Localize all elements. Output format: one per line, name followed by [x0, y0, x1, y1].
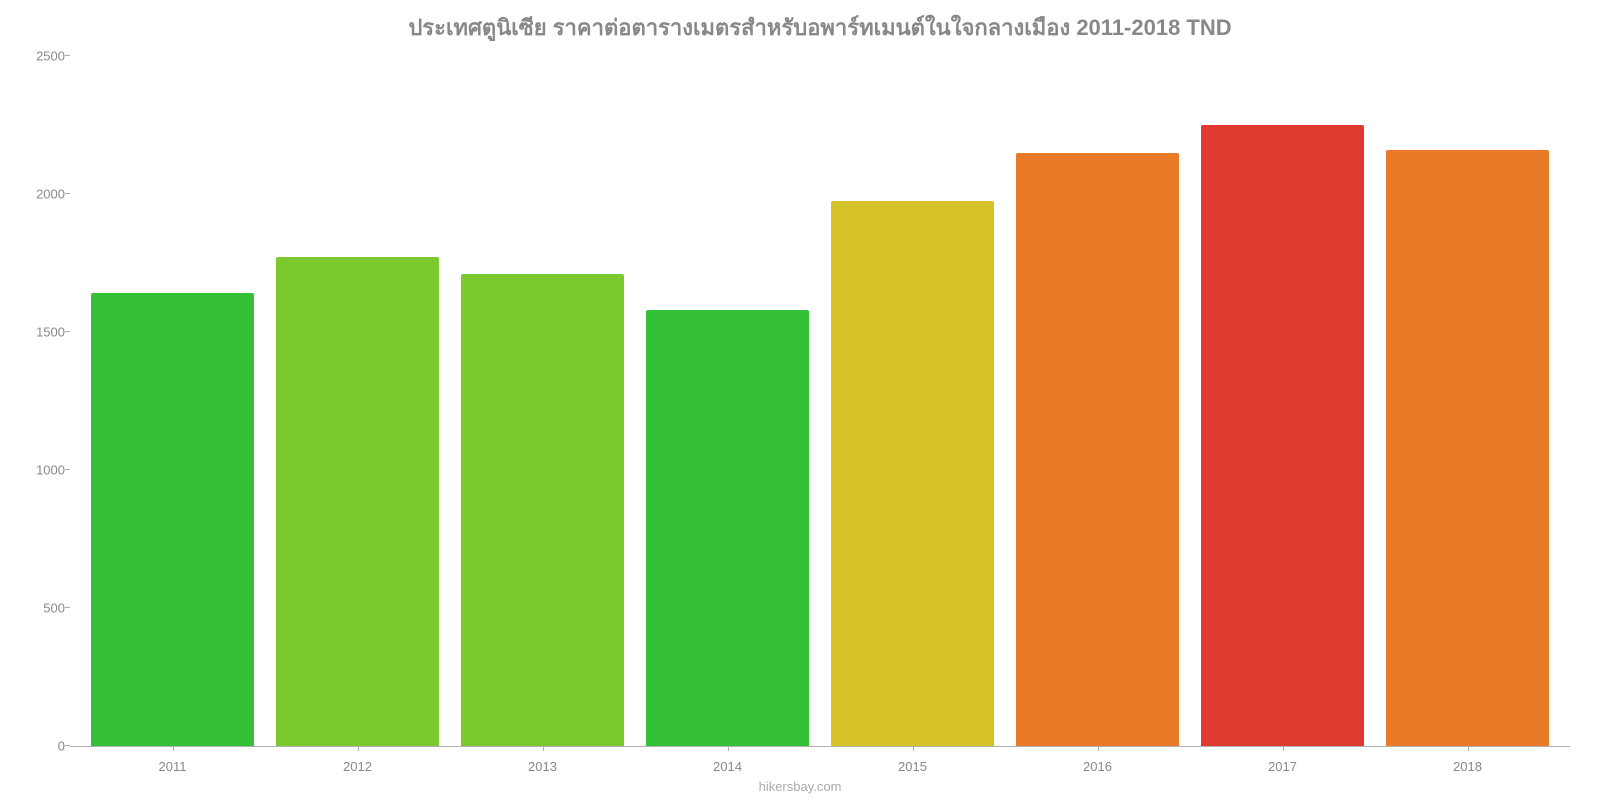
- x-tick-label: 2014: [713, 759, 742, 774]
- x-tick-mark: [173, 746, 174, 751]
- x-tick-mark: [1283, 746, 1284, 751]
- x-tick-mark: [358, 746, 359, 751]
- plot-area: 05001000150020002500 TND 1.6K2011TND 1.8…: [70, 57, 1570, 747]
- x-tick-label: 2013: [528, 759, 557, 774]
- y-tick-label: 0: [15, 739, 65, 754]
- bars-area: TND 1.6K2011TND 1.8K2012TND 1.7K2013TND …: [70, 57, 1570, 746]
- bar-group: TND 2.2K2016: [1005, 57, 1190, 746]
- bar: [646, 310, 809, 746]
- y-axis: 05001000150020002500: [15, 57, 65, 746]
- y-tick-mark: [65, 193, 70, 194]
- x-tick-label: 2012: [343, 759, 372, 774]
- x-tick-label: 2016: [1083, 759, 1112, 774]
- bar-group: TND 2.2K2017: [1190, 57, 1375, 746]
- x-tick-mark: [1468, 746, 1469, 751]
- y-tick-label: 2500: [15, 49, 65, 64]
- bar: [831, 201, 994, 746]
- x-tick-label: 2015: [898, 759, 927, 774]
- x-tick-label: 2017: [1268, 759, 1297, 774]
- x-tick-mark: [1098, 746, 1099, 751]
- bar: [1386, 150, 1549, 746]
- x-tick-label: 2018: [1453, 759, 1482, 774]
- bar: [1201, 125, 1364, 746]
- y-tick-mark: [65, 331, 70, 332]
- x-tick-mark: [913, 746, 914, 751]
- y-tick-mark: [65, 745, 70, 746]
- y-tick-label: 2000: [15, 187, 65, 202]
- y-tick-mark: [65, 469, 70, 470]
- bar: [1016, 153, 1179, 746]
- chart-title: ประเทศตูนิเซีย ราคาต่อตารางเมตรสำหรับอพา…: [70, 10, 1570, 45]
- y-tick-label: 1500: [15, 325, 65, 340]
- watermark: hikersbay.com: [759, 779, 842, 794]
- bar: [461, 274, 624, 746]
- x-tick-mark: [728, 746, 729, 751]
- y-tick-mark: [65, 55, 70, 56]
- x-tick-mark: [543, 746, 544, 751]
- y-tick-label: 500: [15, 601, 65, 616]
- bar: [276, 257, 439, 746]
- bar-group: TND 2.2K2018: [1375, 57, 1560, 746]
- y-tick-label: 1000: [15, 463, 65, 478]
- bar-group: TND 1.8K2012: [265, 57, 450, 746]
- bar-group: TND 1.6K2011: [80, 57, 265, 746]
- bar: [91, 293, 254, 746]
- bar-group: TND 1.7K2013: [450, 57, 635, 746]
- x-tick-label: 2011: [159, 759, 187, 774]
- bar-group: TND 2K2015: [820, 57, 1005, 746]
- chart-container: ประเทศตูนิเซีย ราคาต่อตารางเมตรสำหรับอพา…: [0, 0, 1600, 800]
- bar-group: TND 1.6K2014: [635, 57, 820, 746]
- y-tick-mark: [65, 607, 70, 608]
